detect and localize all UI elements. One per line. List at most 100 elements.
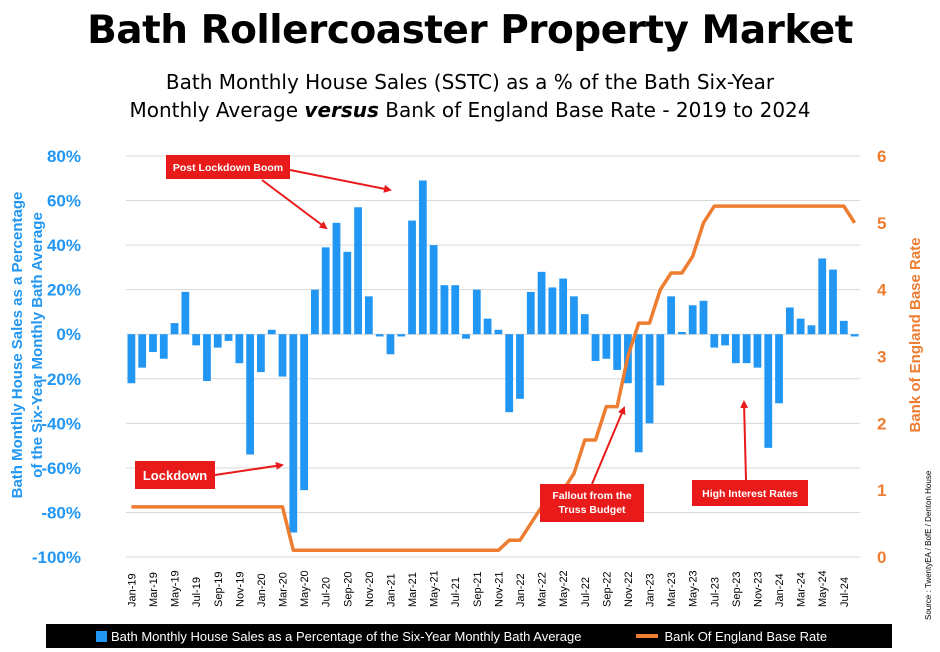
bar xyxy=(127,334,136,384)
left-tick-label: 40% xyxy=(47,236,81,255)
right-tick-label: 1 xyxy=(877,481,886,500)
bar xyxy=(678,331,686,335)
bar xyxy=(257,334,265,373)
right-tick-label: 0 xyxy=(877,548,886,567)
right-tick-label: 3 xyxy=(877,348,886,367)
bar xyxy=(343,251,352,335)
bar xyxy=(138,334,147,368)
bar xyxy=(807,325,816,335)
right-tick-label: 6 xyxy=(877,147,886,166)
left-tick-label: -100% xyxy=(32,548,81,567)
bar xyxy=(494,329,503,335)
bar xyxy=(440,285,449,335)
x-axis-ticks: Jan-19 Mar-19 May-19 Jul-19 Sep-19 Nov-19 Jan-… xyxy=(126,570,850,607)
x-tick-label: May-22 xyxy=(558,570,570,607)
bar xyxy=(537,271,546,335)
left-axis-ticks: 80% 60% 40% 20% 0% -20% -40% -60% -80% -100% xyxy=(32,147,81,567)
bar xyxy=(602,334,611,359)
annotation-truss: Fallout from the Truss Budget xyxy=(540,406,644,522)
bar xyxy=(839,320,848,335)
annotation-post-lockdown-label: Post Lockdown Boom xyxy=(173,162,283,174)
bar xyxy=(613,334,622,370)
legend-item-line: Bank Of England Base Rate xyxy=(581,629,827,644)
left-tick-label: -80% xyxy=(41,503,81,522)
bar xyxy=(408,220,416,335)
x-tick-label: Jan-21 xyxy=(385,573,397,607)
bar-series xyxy=(127,180,859,533)
x-tick-label: Nov-20 xyxy=(364,572,376,607)
subtitle-emphasis: versus xyxy=(304,98,379,122)
x-tick-label: Mar-19 xyxy=(148,572,160,607)
bar xyxy=(731,334,740,364)
bar xyxy=(775,334,783,404)
x-tick-label: Nov-21 xyxy=(493,572,505,607)
x-tick-label: May-19 xyxy=(170,570,182,607)
legend-label-line: Bank Of England Base Rate xyxy=(664,628,828,644)
x-tick-label: Jul-23 xyxy=(709,577,721,607)
annotation-truss-label-1: Fallout from the xyxy=(552,490,631,502)
bar xyxy=(397,334,406,337)
x-tick-label: Mar-21 xyxy=(407,572,419,607)
bar xyxy=(526,291,535,335)
chart-subtitle-line1: Bath Monthly House Sales (SSTC) as a % o… xyxy=(165,70,775,94)
legend-label-bars: Bath Monthly House Sales as a Percentage… xyxy=(111,628,582,644)
x-tick-label: Sep-23 xyxy=(731,572,743,607)
right-axis-title: Bank of England Base Rate xyxy=(907,237,924,432)
x-tick-label: Jul-24 xyxy=(839,577,851,607)
x-tick-label: Jan-19 xyxy=(126,573,138,607)
x-tick-label: May-23 xyxy=(688,570,700,607)
left-tick-label: -60% xyxy=(41,459,81,478)
bar xyxy=(742,334,751,364)
x-tick-label: Jul-21 xyxy=(450,577,462,607)
x-tick-label: Jan-24 xyxy=(774,573,786,607)
bar xyxy=(764,334,773,448)
bar xyxy=(354,207,362,335)
legend: Bath Monthly House Sales as a Percentage… xyxy=(46,624,892,648)
right-tick-label: 5 xyxy=(877,214,886,233)
bar xyxy=(656,334,665,386)
chart-subtitle-line2: Monthly Average versus Bank of England B… xyxy=(0,98,940,122)
annotation-high-rates: High Interest Rates xyxy=(692,400,808,506)
x-tick-label: Jan-23 xyxy=(645,573,657,607)
x-tick-label: Sep-19 xyxy=(213,572,225,607)
bar xyxy=(462,334,470,339)
right-tick-label: 4 xyxy=(877,281,887,300)
legend-swatch-bars xyxy=(96,630,107,642)
annotation-truss-label-2: Truss Budget xyxy=(558,504,626,516)
x-tick-label: May-24 xyxy=(817,570,829,607)
bar xyxy=(570,296,578,335)
legend-item-bars: Bath Monthly House Sales as a Percentage… xyxy=(46,629,581,644)
subtitle-post: Bank of England Base Rate - 2019 to 2024 xyxy=(378,98,811,122)
x-tick-label: Mar-24 xyxy=(796,572,808,607)
right-tick-label: 2 xyxy=(877,414,886,433)
bar xyxy=(278,334,287,377)
x-tick-label: Sep-22 xyxy=(601,572,613,607)
bar xyxy=(375,334,384,337)
bar xyxy=(548,287,557,335)
bar xyxy=(159,334,168,359)
x-tick-label: Jan-22 xyxy=(515,573,527,607)
subtitle-pre: Monthly Average xyxy=(129,98,305,122)
right-axis-ticks: 6 5 4 3 2 1 0 xyxy=(877,147,887,567)
bar xyxy=(634,334,643,453)
bar xyxy=(192,334,201,346)
bar xyxy=(246,334,255,455)
left-tick-label: 60% xyxy=(47,192,81,211)
bar xyxy=(580,314,589,335)
bar xyxy=(170,323,179,335)
annotation-high-rates-label: High Interest Rates xyxy=(702,488,798,500)
source-note: Source : TwentyEA / BofE / Denton House xyxy=(924,470,933,620)
bar xyxy=(796,318,805,335)
bar xyxy=(850,334,859,337)
bar xyxy=(213,334,222,348)
bar xyxy=(785,307,794,335)
bar xyxy=(753,334,762,368)
x-tick-label: Nov-23 xyxy=(752,572,764,607)
bar xyxy=(235,334,244,364)
bar xyxy=(451,285,460,335)
x-tick-label: Jul-20 xyxy=(321,577,333,607)
x-tick-label: Nov-19 xyxy=(234,572,246,607)
bar xyxy=(429,245,438,335)
left-tick-label: -40% xyxy=(41,414,81,433)
